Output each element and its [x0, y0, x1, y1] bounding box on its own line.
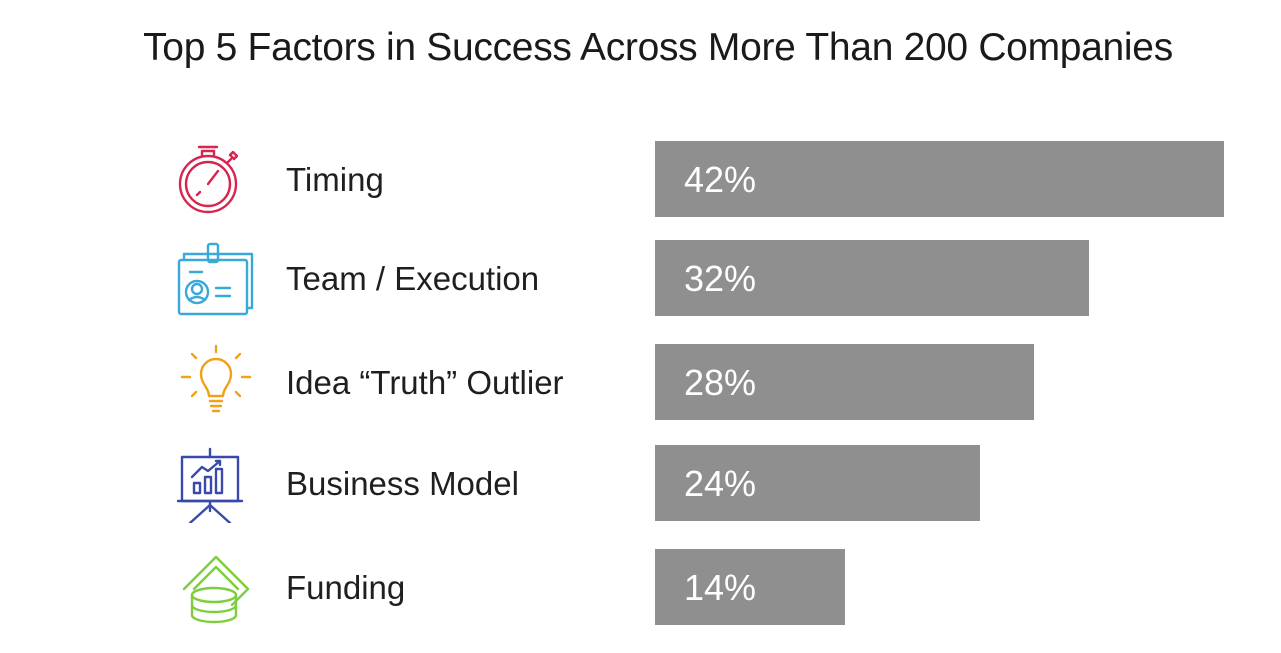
bar-value-funding: 14% [684, 567, 757, 608]
bar-timing: 42% [655, 141, 1224, 217]
bar-funding: 14% [655, 549, 845, 625]
bar-label-timing: Timing [286, 161, 384, 198]
bar-row-idea-outlier: Idea “Truth” Outlier 28% [0, 344, 1281, 422]
bar-label-idea-outlier: Idea “Truth” Outlier [286, 364, 564, 401]
chart-title: Top 5 Factors in Success Across More Tha… [143, 26, 1173, 69]
id-badge-icon [172, 240, 262, 318]
bar-row-team-execution: Team / Execution 32% [0, 240, 1281, 318]
stopwatch-icon [172, 141, 262, 219]
bar-business-model: 24% [655, 445, 980, 521]
bar-label-team-execution: Team / Execution [286, 260, 540, 297]
bar-idea-outlier: 28% [655, 344, 1034, 420]
lightbulb-icon [172, 344, 262, 422]
bar-row-business-model: Business Model 24% [0, 445, 1281, 523]
bar-label-funding: Funding [286, 569, 406, 606]
bar-label-business-model: Business Model [286, 465, 519, 502]
bar-value-team-execution: 32% [684, 258, 757, 299]
bar-value-business-model: 24% [684, 463, 757, 504]
bar-value-idea-outlier: 28% [684, 362, 757, 403]
bar-team-execution: 32% [655, 240, 1089, 316]
bar-row-timing: Timing 42% [0, 141, 1281, 219]
presentation-chart-icon [172, 445, 262, 523]
bar-value-timing: 42% [684, 159, 757, 200]
money-coins-icon [172, 549, 262, 627]
bar-row-funding: Funding 14% [0, 549, 1281, 627]
